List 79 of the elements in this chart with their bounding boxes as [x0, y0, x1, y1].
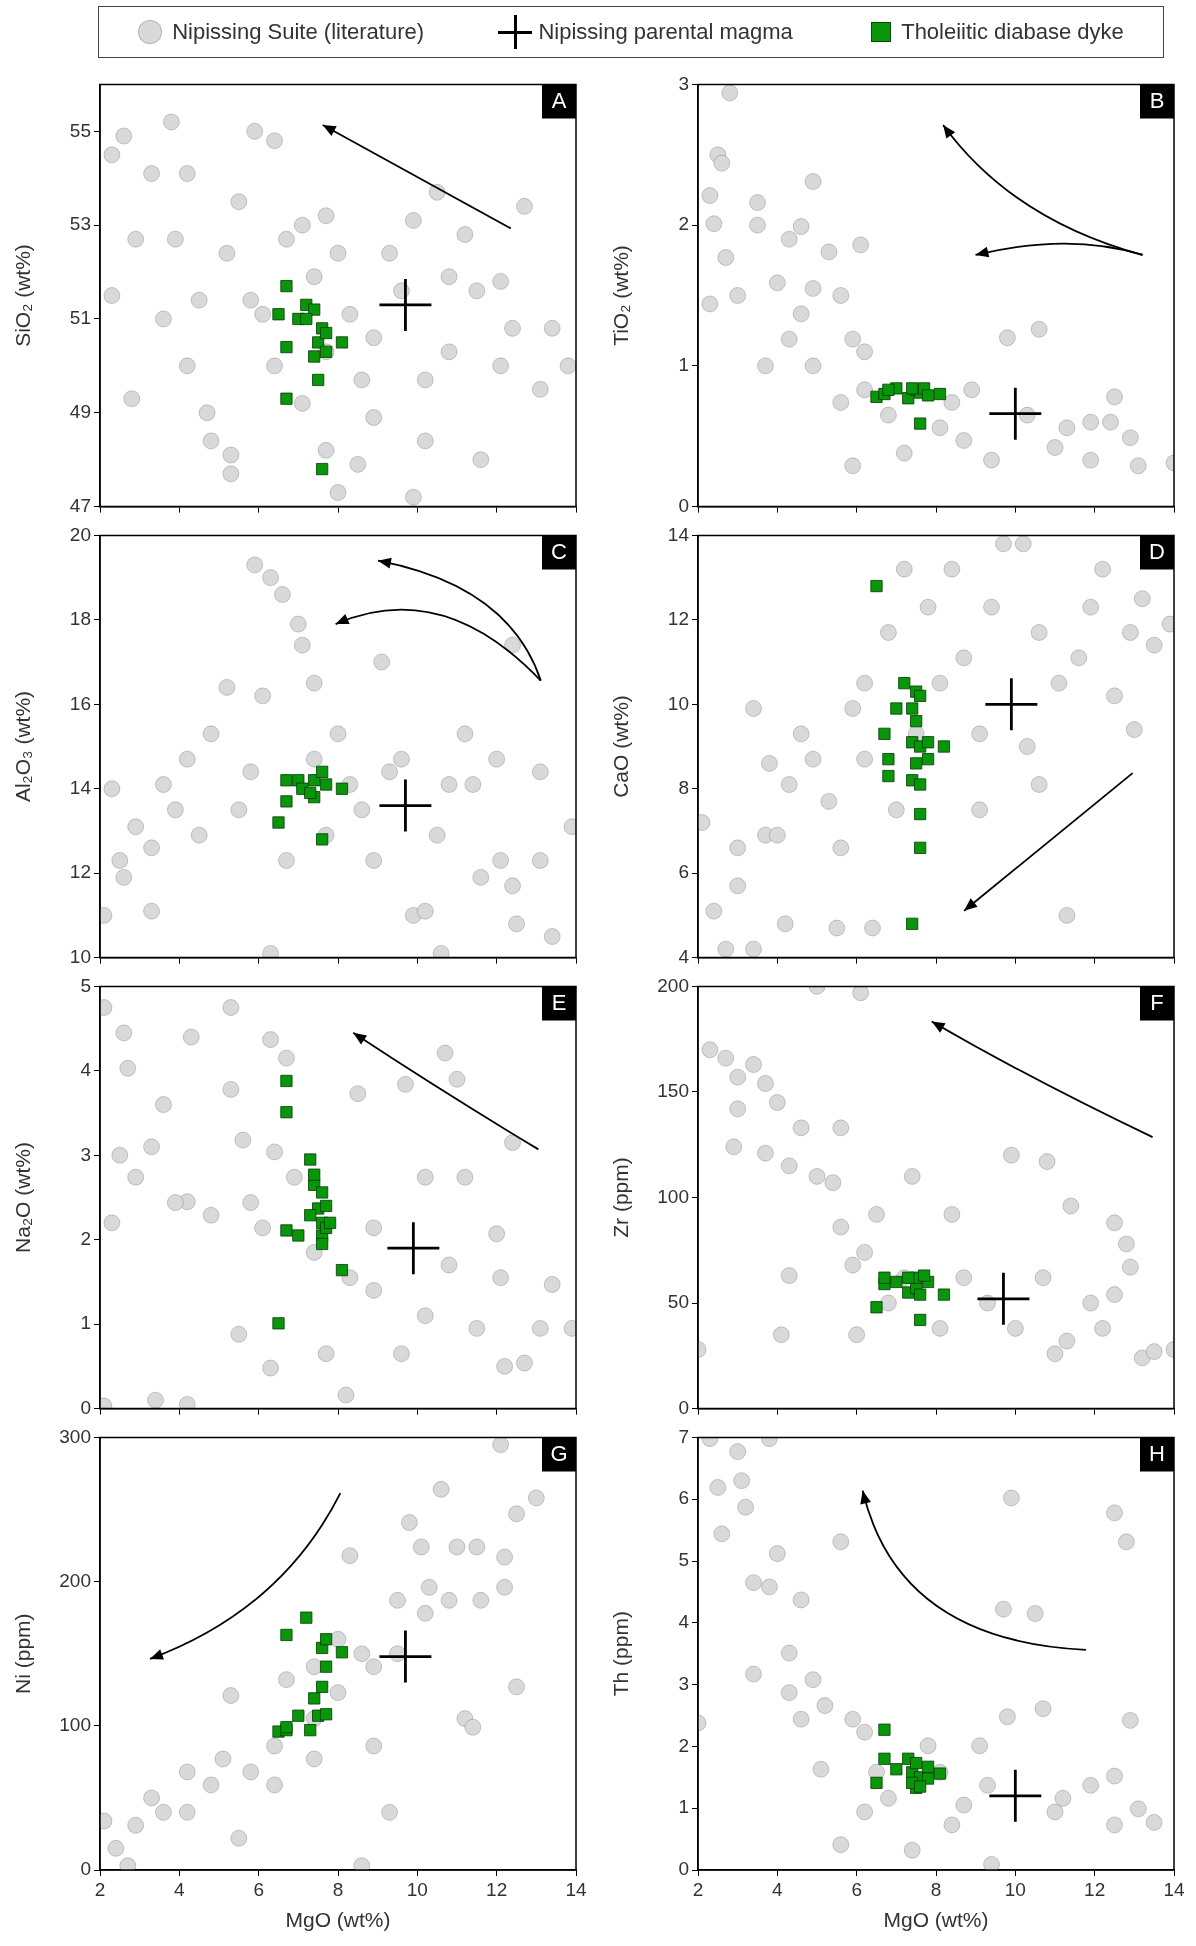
- y-tick-label: 1: [678, 354, 689, 376]
- y-tick-label: 1: [80, 1312, 91, 1334]
- x-tick-label: 12: [1084, 1878, 1106, 1900]
- x-tick-label: 14: [565, 1878, 587, 1900]
- y-tick-label: 3: [80, 1143, 91, 1165]
- y-axis-title: Th (ppm): [609, 1611, 633, 1697]
- y-tick-label: 55: [69, 119, 91, 141]
- legend-label: Tholeiitic diabase dyke: [901, 19, 1124, 45]
- y-tick-label: 2: [80, 1227, 91, 1249]
- y-tick-label: 200: [59, 1569, 91, 1591]
- y-tick-label: 5: [80, 974, 91, 996]
- y-tick-label: 0: [80, 1396, 91, 1418]
- y-tick-label: 100: [59, 1714, 91, 1736]
- y-tick-label: 10: [667, 692, 689, 714]
- y-tick-label: 4: [678, 1611, 690, 1633]
- y-tick-label: 0: [678, 494, 689, 516]
- y-tick-label: 0: [80, 1858, 91, 1880]
- y-tick-label: 20: [69, 523, 91, 545]
- x-tick-label: 6: [851, 1878, 862, 1900]
- x-tick-label: 6: [253, 1878, 264, 1900]
- y-tick-label: 3: [678, 72, 689, 94]
- y-tick-label: 6: [678, 861, 689, 883]
- y-axis-title: Ni (ppm): [11, 1613, 35, 1694]
- x-tick-label: 14: [1163, 1878, 1185, 1900]
- y-tick-label: 18: [69, 608, 91, 630]
- x-tick-label: 12: [486, 1878, 508, 1900]
- y-tick-label: 0: [678, 1858, 689, 1880]
- y-tick-label: 300: [59, 1425, 91, 1447]
- y-tick-label: 6: [678, 1487, 689, 1509]
- y-tick-label: 14: [69, 776, 92, 798]
- y-tick-label: 7: [678, 1425, 689, 1447]
- y-tick-label: 2: [678, 213, 689, 235]
- legend-label: Nipissing parental magma: [538, 19, 793, 45]
- x-tick-label: 10: [1004, 1878, 1026, 1900]
- y-axis-title: Al₂O₃ (wt%): [11, 690, 35, 803]
- x-axis-title: MgO (wt%): [285, 1908, 391, 1932]
- y-tick-label: 47: [69, 494, 91, 516]
- x-axis-title: MgO (wt%): [883, 1908, 989, 1932]
- x-tick-label: 2: [692, 1878, 704, 1900]
- y-tick-label: 50: [667, 1291, 689, 1313]
- y-tick-label: 14: [667, 523, 690, 545]
- y-tick-label: 8: [678, 776, 689, 798]
- y-axis-title: Zr (ppm): [609, 1157, 633, 1238]
- y-tick-label: 53: [69, 213, 91, 235]
- y-tick-label: 12: [667, 608, 689, 630]
- y-tick-label: 16: [69, 692, 91, 714]
- y-tick-label: 4: [678, 945, 690, 967]
- annotation: H: [1149, 1441, 1165, 1467]
- annotation: A: [551, 88, 567, 114]
- y-tick-label: 150: [657, 1080, 689, 1102]
- x-tick-label: 8: [332, 1878, 344, 1900]
- legend-label: Nipissing Suite (literature): [172, 19, 425, 45]
- y-axis-title: SiO₂ (wt%): [11, 244, 35, 347]
- y-tick-label: 4: [80, 1059, 92, 1081]
- y-tick-label: 49: [69, 401, 91, 423]
- y-axis-title: Na₂O (wt%): [11, 1142, 35, 1253]
- x-tick-label: 4: [174, 1878, 186, 1900]
- y-tick-label: 51: [69, 307, 91, 329]
- y-tick-label: 5: [678, 1549, 689, 1571]
- y-axis-title: TiO₂ (wt%): [609, 245, 633, 346]
- annotation: G: [550, 1441, 568, 1467]
- annotation: E: [551, 990, 567, 1016]
- y-tick-label: 100: [657, 1185, 689, 1207]
- y-tick-label: 10: [69, 945, 91, 967]
- y-tick-label: 3: [678, 1672, 689, 1694]
- x-tick-label: 4: [772, 1878, 784, 1900]
- x-tick-label: 10: [406, 1878, 428, 1900]
- y-tick-label: 2: [678, 1734, 689, 1756]
- y-tick-label: 200: [657, 974, 689, 996]
- y-tick-label: 0: [678, 1396, 689, 1418]
- annotation: B: [1149, 88, 1165, 114]
- y-tick-label: 12: [69, 861, 91, 883]
- y-axis-title: CaO (wt%): [609, 695, 633, 798]
- y-tick-label: 1: [678, 1796, 689, 1818]
- annotation: F: [1150, 990, 1164, 1016]
- annotation: D: [1149, 539, 1165, 565]
- annotation: C: [551, 539, 568, 565]
- x-tick-label: 2: [94, 1878, 106, 1900]
- x-tick-label: 8: [930, 1878, 942, 1900]
